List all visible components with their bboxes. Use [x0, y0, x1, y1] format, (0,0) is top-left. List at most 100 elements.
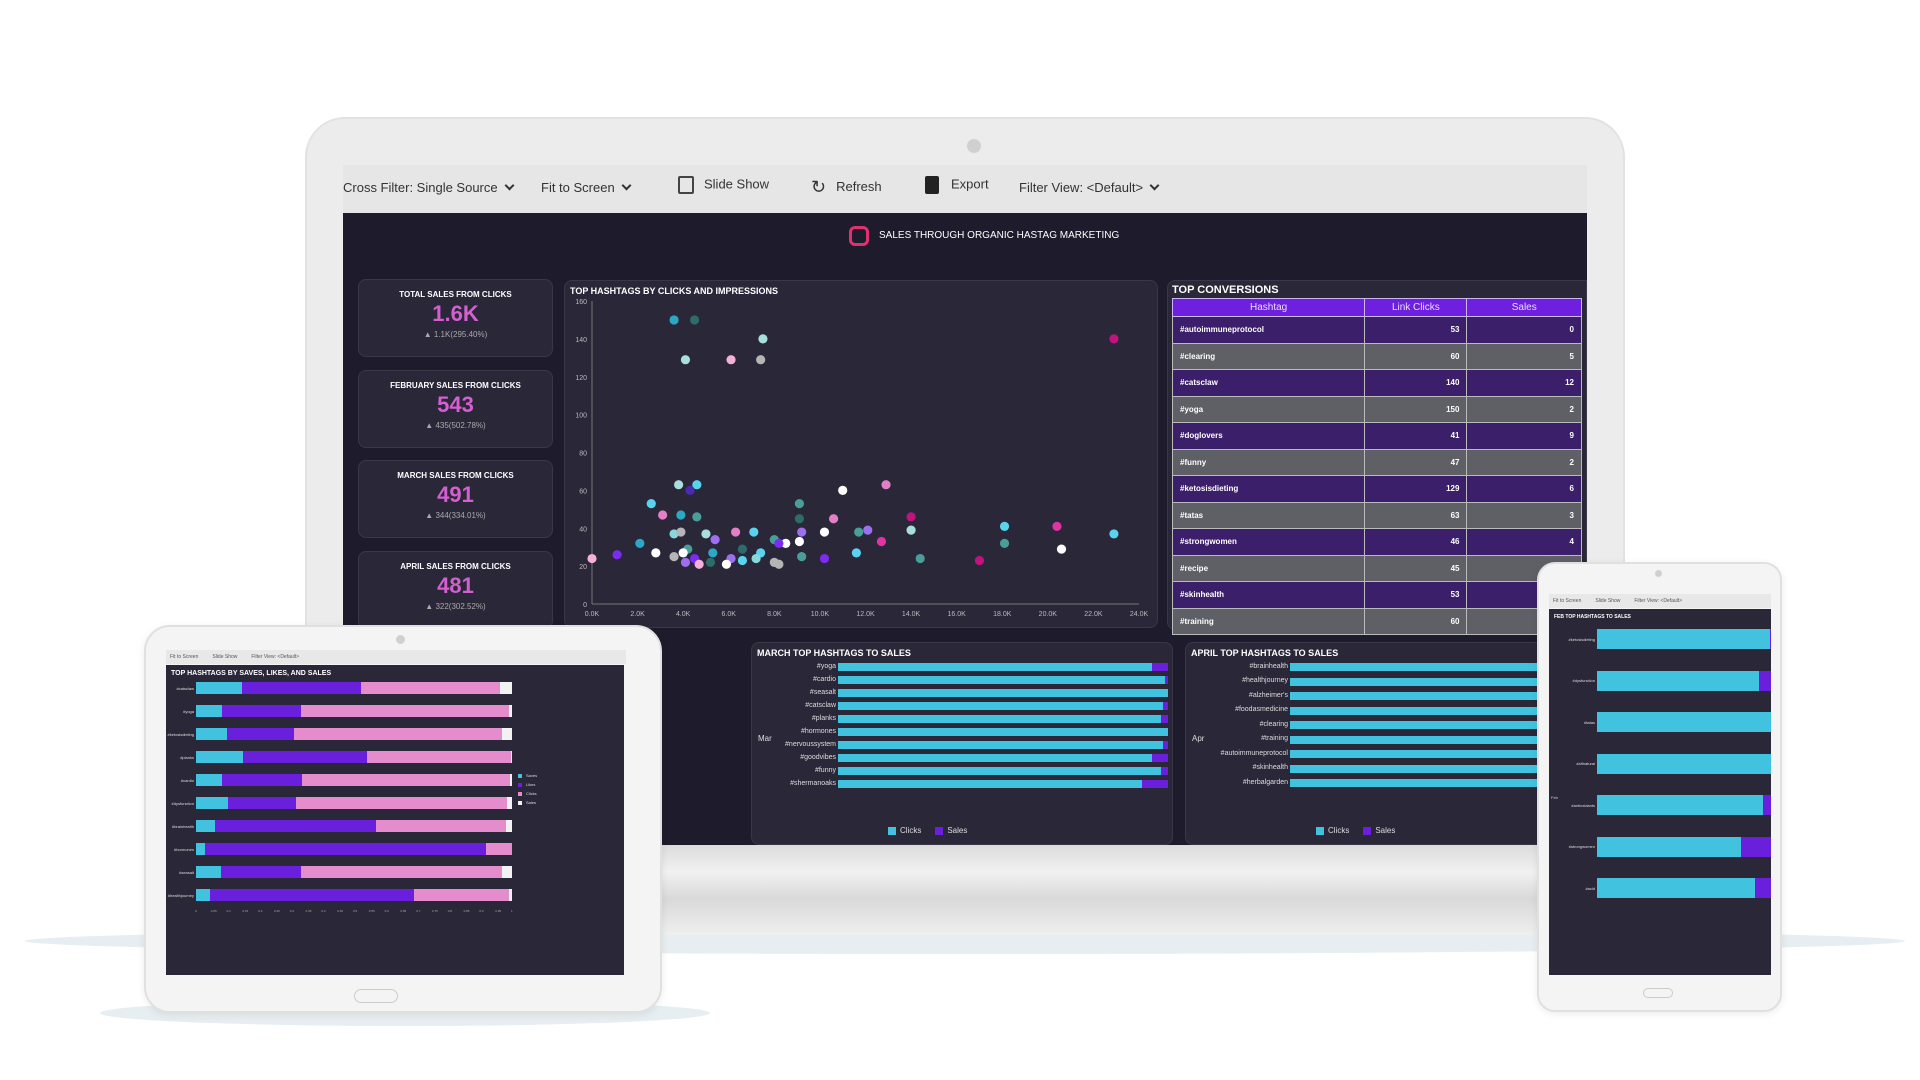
phone-slideshow-button[interactable]: Slide Show	[1595, 598, 1621, 604]
scatter-point[interactable]	[612, 550, 622, 560]
bar-segment-clicks[interactable]	[838, 780, 1142, 788]
bar-segment-clicks[interactable]	[1597, 670, 1759, 691]
bar-segment-clicks[interactable]	[1290, 779, 1587, 787]
scatter-point[interactable]	[694, 559, 704, 569]
bar-segment-likes[interactable]	[243, 751, 368, 763]
bar-segment-sales[interactable]	[1151, 754, 1168, 762]
scatter-point[interactable]	[635, 538, 645, 548]
scatter-point[interactable]	[646, 499, 656, 509]
bar-segment-clicks[interactable]	[838, 689, 1168, 697]
tablet-fit-dropdown[interactable]: Fit to Screen	[170, 654, 199, 660]
scatter-point[interactable]	[749, 527, 759, 537]
scatter-point[interactable]	[819, 553, 830, 564]
tablet-home-button[interactable]	[354, 989, 398, 1003]
scatter-point[interactable]	[701, 529, 711, 539]
filter-view-dropdown[interactable]: Filter View: <Default>	[1019, 180, 1160, 195]
bar-segment-sales[interactable]	[502, 728, 512, 740]
bar-segment-saves[interactable]	[196, 751, 244, 763]
bar-segment-clicks[interactable]	[838, 715, 1162, 723]
table-row[interactable]: #clearing 60 5	[1171, 342, 1582, 370]
scatter-point[interactable]	[838, 485, 848, 495]
bar-segment-clicks[interactable]	[838, 741, 1164, 749]
bar-segment-clicks[interactable]	[1290, 735, 1587, 744]
scatter-point[interactable]	[692, 512, 702, 522]
scatter-point[interactable]	[676, 527, 686, 537]
bar-segment-likes[interactable]	[222, 705, 302, 717]
scatter-point[interactable]	[1052, 521, 1062, 531]
bar-segment-clicks[interactable]	[1290, 706, 1587, 715]
scatter-point[interactable]	[730, 527, 741, 537]
bar-segment-saves[interactable]	[196, 866, 222, 878]
table-row[interactable]: #strongwomen 46 4	[1171, 528, 1582, 556]
scatter-point[interactable]	[1109, 529, 1119, 539]
bar-segment-saves[interactable]	[196, 728, 227, 740]
table-row[interactable]: #yoga 150 2	[1171, 395, 1582, 423]
bar-segment-saves[interactable]	[196, 774, 223, 786]
scatter-point[interactable]	[726, 355, 736, 365]
bar-segment-clicks[interactable]	[1597, 753, 1771, 774]
scatter-point[interactable]	[974, 555, 985, 566]
scatter-point[interactable]	[794, 514, 805, 524]
bar-segment-sales[interactable]	[1769, 629, 1771, 649]
bar-segment-likes[interactable]	[226, 728, 295, 740]
bar-segment-sales[interactable]	[502, 866, 512, 878]
scatter-point[interactable]	[1056, 544, 1067, 554]
scatter-point[interactable]	[881, 480, 891, 490]
bar-segment-sales[interactable]	[1762, 795, 1771, 815]
bar-segment-sales[interactable]	[508, 705, 512, 717]
bar-segment-sales[interactable]	[508, 889, 512, 901]
scatter-point[interactable]	[906, 525, 916, 535]
scatter-point[interactable]	[819, 527, 830, 537]
bar-segment-sales[interactable]	[1163, 702, 1168, 710]
scatter-point[interactable]	[705, 557, 716, 567]
bar-segment-sales[interactable]	[1741, 836, 1771, 857]
scatter-point[interactable]	[669, 315, 679, 325]
bar-segment-clicks[interactable]	[1597, 878, 1756, 898]
bar-segment-clicks[interactable]	[838, 702, 1164, 710]
bar-segment-clicks[interactable]	[1290, 764, 1587, 773]
scatter-point[interactable]	[651, 548, 661, 558]
scatter-point[interactable]	[1109, 334, 1119, 344]
scatter-point[interactable]	[721, 559, 732, 569]
bar-segment-clicks[interactable]	[376, 820, 506, 832]
scatter-point[interactable]	[669, 552, 679, 562]
phone-fit-dropdown[interactable]: Fit to Screen	[1553, 598, 1582, 604]
bar-segment-clicks[interactable]	[1597, 712, 1771, 732]
bar-segment-sales[interactable]	[499, 682, 512, 694]
scatter-point[interactable]	[794, 499, 805, 509]
scatter-point[interactable]	[828, 514, 839, 524]
scatter-point[interactable]	[737, 555, 748, 566]
column-header[interactable]: Hashtag	[1171, 298, 1366, 317]
scatter-point[interactable]	[999, 538, 1010, 548]
scatter-point[interactable]	[774, 559, 784, 569]
bar-segment-likes[interactable]	[241, 682, 362, 694]
bar-segment-saves[interactable]	[196, 843, 205, 855]
table-row[interactable]: #tatas 63 3	[1171, 501, 1582, 529]
bar-segment-sales[interactable]	[1759, 670, 1771, 691]
phone-home-button[interactable]	[1643, 988, 1673, 998]
fit-to-screen-dropdown[interactable]: Fit to Screen	[541, 180, 632, 195]
scatter-point[interactable]	[794, 536, 805, 547]
bar-segment-clicks[interactable]	[1597, 795, 1763, 815]
bar-segment-sales[interactable]	[506, 797, 512, 809]
bar-segment-clicks[interactable]	[414, 889, 509, 901]
slide-show-button[interactable]: Slide Show	[678, 176, 769, 194]
refresh-button[interactable]: ↻ Refresh	[811, 177, 882, 198]
bar-segment-clicks[interactable]	[838, 754, 1152, 762]
table-row[interactable]: #recipe 45	[1171, 554, 1582, 582]
bar-segment-likes[interactable]	[209, 889, 415, 901]
bar-segment-likes[interactable]	[222, 774, 302, 786]
scatter-point[interactable]	[876, 536, 887, 547]
bar-segment-likes[interactable]	[204, 843, 486, 855]
tablet-filter-view-dropdown[interactable]: Filter View: <Default>	[251, 654, 300, 660]
bar-segment-sales[interactable]	[1164, 676, 1168, 684]
scatter-point[interactable]	[758, 334, 768, 344]
export-button[interactable]: Export	[925, 176, 989, 194]
bar-segment-sales[interactable]	[1163, 741, 1168, 749]
bar-segment-clicks[interactable]	[838, 728, 1168, 736]
scatter-point[interactable]	[674, 480, 684, 490]
table-row[interactable]: #ketosisdieting 129 6	[1171, 475, 1582, 503]
scatter-point[interactable]	[851, 548, 861, 558]
scatter-point[interactable]	[774, 538, 784, 548]
bar-segment-saves[interactable]	[196, 797, 228, 809]
